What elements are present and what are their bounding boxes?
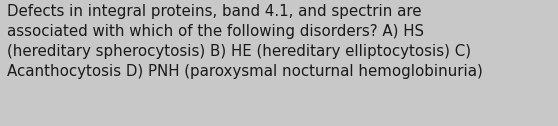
Text: Defects in integral proteins, band 4.1, and spectrin are
associated with which o: Defects in integral proteins, band 4.1, … [7,4,483,79]
